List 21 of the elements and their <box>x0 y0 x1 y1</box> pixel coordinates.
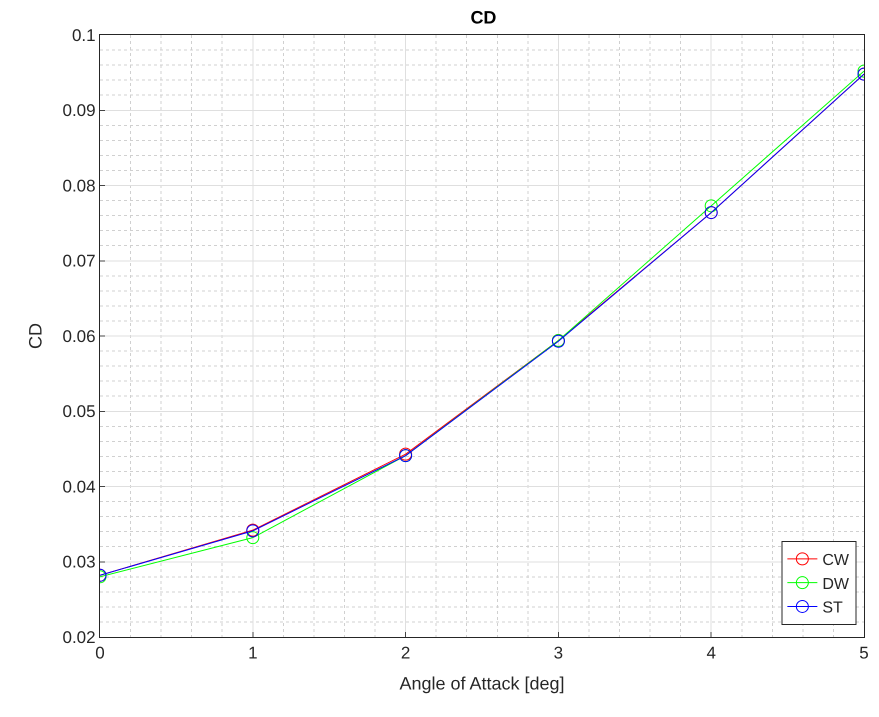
legend-label: ST <box>822 600 844 617</box>
y-tick-label: 0.02 <box>62 628 96 647</box>
y-tick-label: 0.04 <box>62 477 96 496</box>
x-tick-label: 4 <box>706 643 716 662</box>
y-tick-label: 0.05 <box>62 402 96 422</box>
y-tick-label: 0.08 <box>62 176 96 196</box>
x-tick-label: 0 <box>95 643 105 662</box>
x-tick-label: 1 <box>248 643 258 662</box>
y-tick-label: 0.07 <box>62 252 96 271</box>
y-axis-title: CD <box>26 323 46 349</box>
x-axis-title: Angle of Attack [deg] <box>399 674 565 694</box>
x-tick-label: 5 <box>859 643 869 662</box>
y-tick-label: 0.03 <box>62 552 96 572</box>
legend-label: DW <box>822 576 850 593</box>
y-tick-label: 0.1 <box>72 26 96 45</box>
y-tick-label: 0.09 <box>62 101 96 120</box>
legend-label: CW <box>822 552 850 570</box>
x-tick-label: 3 <box>554 643 564 662</box>
x-tick-label: 2 <box>400 643 410 662</box>
y-tick-label: 0.06 <box>62 326 96 346</box>
chart-title: CD <box>470 7 496 28</box>
